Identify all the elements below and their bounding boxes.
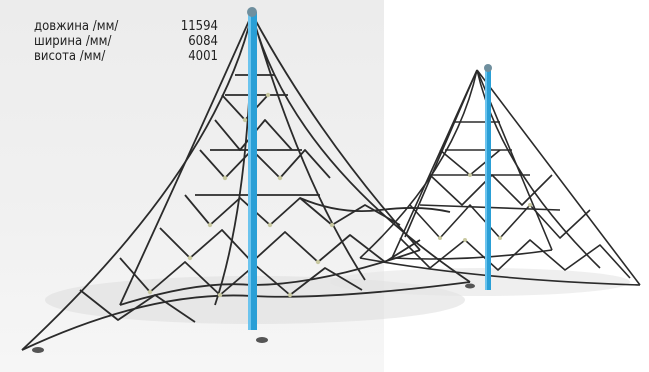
small-pyramid-net xyxy=(359,69,641,286)
spec-length-value: 11594 xyxy=(180,19,218,34)
blue-pole-large xyxy=(247,7,257,330)
spec-height-label: висота /мм/ xyxy=(34,49,106,64)
dimension-specs: довжина /мм/ 11594 ширина /мм/ 6084 висо… xyxy=(34,19,218,64)
spec-height: висота /мм/ 4001 xyxy=(34,49,218,64)
ground-anchors xyxy=(32,283,475,353)
spec-width-value: 6084 xyxy=(188,34,218,49)
spec-width: ширина /мм/ 6084 xyxy=(34,34,218,49)
spec-height-value: 4001 xyxy=(188,49,218,64)
spec-length-label: довжина /мм/ xyxy=(34,19,119,34)
spec-length: довжина /мм/ 11594 xyxy=(34,19,218,34)
spec-width-label: ширина /мм/ xyxy=(34,34,112,49)
blue-pole-small xyxy=(484,64,492,290)
